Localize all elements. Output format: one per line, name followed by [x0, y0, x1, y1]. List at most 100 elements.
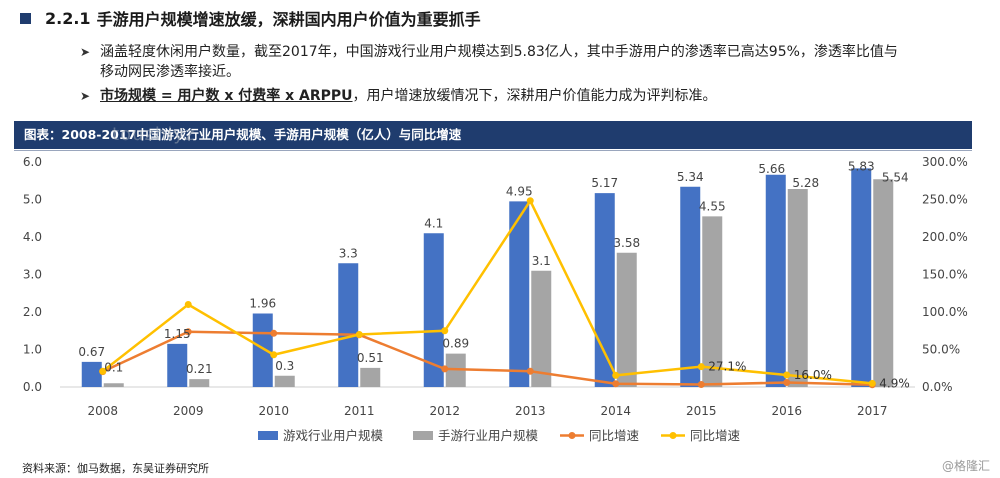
point-yellow-growth [184, 301, 192, 308]
point-yellow-growth [697, 363, 705, 371]
section-heading: 2.2.1 手游用户规模增速放缓，深耕国内用户价值为重要抓手 [20, 6, 481, 30]
section-title: 手游用户规模增速放缓，深耕国内用户价值为重要抓手 [96, 10, 481, 29]
bar-mobile-users [787, 189, 808, 387]
y-left-tick-label: 1.0 [23, 343, 42, 357]
x-tick-label: 2010 [258, 404, 289, 418]
x-tick-label: 2016 [771, 404, 802, 418]
x-tick-label: 2013 [515, 404, 546, 418]
y-left-tick-label: 0.0 [23, 380, 42, 394]
bar-mobile-users [360, 367, 381, 387]
data-label: 0.89 [442, 337, 469, 351]
bar-mobile-users [189, 379, 210, 387]
bar-mobile-users [103, 383, 124, 387]
chart-title-banner: 图表：2008-2017中国游戏行业用户规模、手游用户规模（亿人）与同比增速 [14, 121, 972, 149]
point-yellow-growth [783, 371, 791, 379]
point-orange-growth [783, 379, 791, 386]
formula-text: 市场规模 = 用户数 x 付费率 x ARPPU [100, 88, 353, 104]
bar-game-users [851, 168, 872, 387]
legend-swatch [669, 432, 677, 439]
square-bullet-icon [20, 12, 31, 24]
y-right-tick-label: 150.0% [922, 268, 968, 282]
bar-mobile-users [702, 216, 723, 387]
bar-game-users [765, 174, 786, 387]
publisher-logo: @格隆汇 [941, 459, 990, 473]
legend-swatch [258, 431, 278, 440]
bullet-text-2: ，用户增速放缓情况下，深耕用户价值能力成为评判标准。 [352, 88, 717, 104]
x-tick-label: 2009 [173, 404, 204, 418]
data-label: 4.55 [699, 199, 726, 213]
bar-game-users [423, 233, 444, 387]
data-label: 0.3 [275, 359, 294, 373]
y-right-tick-label: 100.0% [922, 305, 968, 319]
data-label: 0.21 [186, 362, 213, 376]
section-number: 2.2.1 [45, 8, 91, 28]
data-label: 0.51 [357, 351, 384, 365]
data-label: 5.17 [591, 176, 618, 190]
line-orange-growth [102, 330, 873, 386]
banner-divider [14, 150, 972, 151]
data-label: 5.28 [792, 176, 819, 190]
data-label: 1.15 [164, 327, 191, 341]
point-orange-growth [441, 365, 449, 373]
point-yellow-growth [99, 367, 107, 375]
legend-swatch [568, 432, 576, 439]
data-label: 1.96 [249, 297, 276, 311]
bullet-item-2: ➤ 市场规模 = 用户数 x 付费率 x ARPPU，用户增速放缓情况下，深耕用… [80, 86, 900, 106]
point-orange-growth [697, 381, 705, 389]
source-note: 资料来源：伽马数据，东吴证券研究所 [22, 462, 209, 475]
bar-game-users [680, 186, 701, 387]
y-right-tick-label: 250.0% [922, 193, 968, 207]
data-label: 3.3 [339, 246, 358, 260]
point-yellow-growth [270, 351, 278, 359]
y-right-tick-label: 200.0% [922, 230, 968, 244]
x-tick-label: 2012 [429, 404, 460, 418]
bar-game-users [509, 201, 530, 387]
point-yellow-growth [355, 331, 363, 338]
y-right-tick-label: 50.0% [922, 343, 960, 357]
arrow-bullet-icon: ➤ [80, 89, 91, 103]
bar-game-users [81, 361, 102, 387]
arrow-bullet-icon: ➤ [80, 45, 91, 59]
y-right-tick-label: 0.0% [922, 380, 953, 394]
bullet-item-1: ➤ 涵盖轻度休闲用户数量，截至2017年，中国游戏行业用户规模达到5.83亿人，… [80, 42, 900, 82]
bar-mobile-users [873, 179, 894, 387]
y-left-tick-label: 3.0 [23, 268, 42, 282]
point-yellow-growth [526, 197, 534, 205]
x-tick-label: 2014 [600, 404, 631, 418]
point-orange-growth [184, 328, 192, 336]
data-label: 4.1 [424, 216, 443, 230]
point-orange-growth [526, 367, 534, 375]
growth-data-label: 4.9% [879, 376, 910, 390]
growth-data-label: 16.0% [794, 368, 832, 382]
legend-label: 同比增速 [690, 428, 741, 443]
bar-game-users [594, 193, 615, 387]
legend-label: 手游行业用户规模 [438, 428, 539, 443]
bullet-text-1: 涵盖轻度休闲用户数量，截至2017年，中国游戏行业用户规模达到5.83亿人，其中… [100, 44, 898, 80]
data-label: 5.54 [882, 170, 909, 184]
x-tick-label: 2008 [87, 404, 118, 418]
growth-data-label: 27.1% [708, 360, 746, 374]
point-orange-growth [612, 380, 620, 388]
combo-chart: 0.0 1.0 2.0 3.0 4.0 5.0 6.0 0.0% 50.0% 100.0% 150.… [23, 155, 968, 443]
x-tick-label: 2011 [344, 404, 375, 418]
bar-mobile-users [616, 252, 637, 387]
point-orange-growth [270, 329, 278, 337]
data-label: 0.67 [78, 345, 105, 359]
legend-swatch [413, 431, 433, 440]
y-left-tick-label: 6.0 [23, 155, 42, 169]
point-yellow-growth [441, 327, 449, 335]
bar-game-users [252, 313, 273, 387]
data-label: 5.83 [848, 159, 875, 173]
x-tick-label: 2015 [686, 404, 717, 418]
data-label: 5.34 [677, 170, 704, 184]
bar-game-users [338, 263, 359, 387]
bar-mobile-users [274, 375, 295, 387]
x-tick-label: 2017 [857, 404, 888, 418]
line-yellow-growth [101, 198, 873, 385]
data-label: 3.58 [613, 236, 640, 250]
point-yellow-growth [868, 379, 876, 387]
legend-label: 同比增速 [589, 428, 640, 443]
y-right-tick-label: 300.0% [922, 155, 968, 169]
y-left-tick-label: 2.0 [23, 305, 42, 319]
bar-game-users [167, 343, 188, 387]
